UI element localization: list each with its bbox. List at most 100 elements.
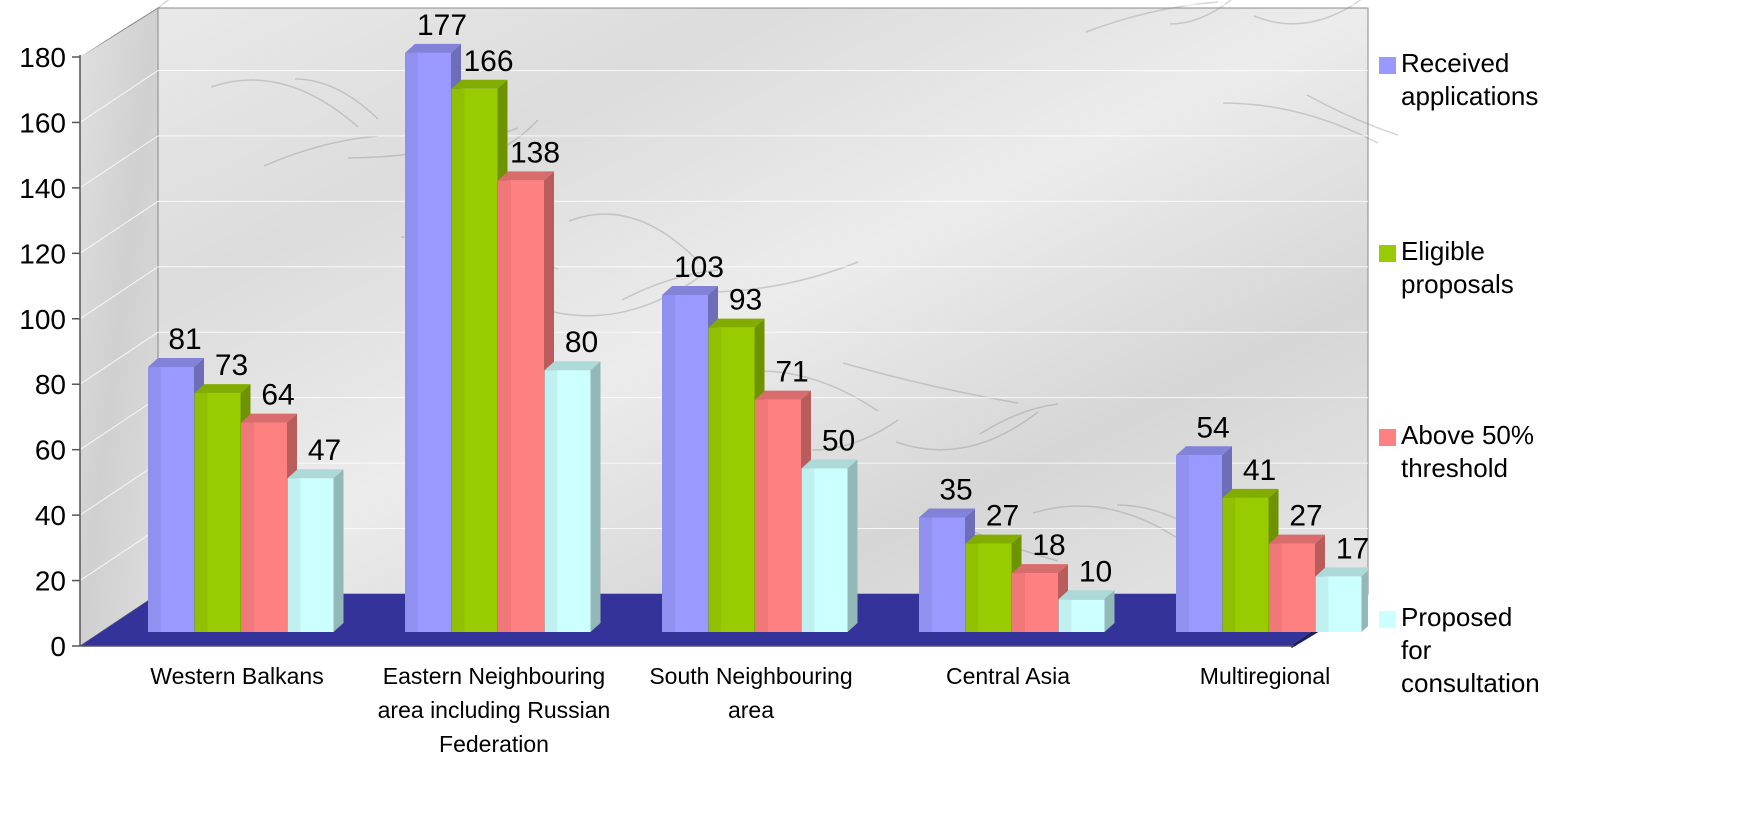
x-category-label-line: area — [728, 697, 774, 723]
bar-side — [847, 459, 858, 632]
bar — [544, 361, 601, 632]
data-label: 81 — [168, 323, 201, 356]
bar-group — [1176, 446, 1368, 632]
data-label: 103 — [674, 251, 724, 284]
marble-vein — [263, 135, 379, 167]
bar-shade — [1012, 573, 1025, 632]
data-label: 177 — [417, 9, 467, 42]
bar-shade — [405, 52, 418, 633]
data-label: 64 — [261, 379, 294, 412]
legend-label: Received applications — [1401, 48, 1538, 111]
legend-label: Proposed for consultation — [1401, 602, 1540, 698]
x-category-label: Eastern Neighbouring area including Russi… — [378, 663, 611, 757]
x-axis: Western Balkans Eastern Neighbouring area … — [80, 645, 1330, 757]
gridline — [79, 70, 159, 123]
bar-top — [1222, 488, 1279, 498]
legend-label-line: for — [1401, 635, 1432, 665]
bar-top — [1176, 446, 1232, 456]
bar — [241, 413, 297, 632]
bar-shade — [1269, 543, 1282, 632]
bar — [287, 469, 344, 632]
y-axis: 0 20 40 60 80 100 120 140 160 180 — [19, 42, 81, 662]
gridline — [79, 528, 159, 581]
bar-top — [662, 285, 718, 295]
gridline — [79, 462, 159, 516]
legend-label-line: applications — [1401, 81, 1538, 111]
bar-shade — [755, 399, 768, 632]
data-label: 166 — [463, 45, 513, 78]
bar — [1058, 590, 1115, 632]
y-tick-label: 140 — [19, 173, 66, 204]
data-label: 47 — [308, 434, 341, 467]
legend-item: Above 50% threshold — [1379, 420, 1534, 483]
y-tick-label: 60 — [35, 435, 66, 466]
data-label: 80 — [565, 326, 598, 359]
marble-vein — [705, 261, 859, 293]
bar-top — [148, 357, 204, 367]
bar-top — [1012, 564, 1068, 574]
bar — [1269, 534, 1325, 632]
marble-vein — [157, 0, 170, 9]
bar-top — [194, 384, 251, 394]
bar-shade — [241, 422, 254, 632]
data-label: 10 — [1079, 555, 1112, 588]
bar-shade — [194, 393, 208, 632]
marble-vein — [568, 213, 699, 262]
legend-label-line: threshold — [1401, 453, 1508, 483]
side-wall — [79, 7, 159, 647]
bar-group — [148, 357, 344, 632]
bar-shade — [662, 294, 675, 632]
gridline — [79, 331, 159, 385]
data-label: 17 — [1336, 532, 1369, 565]
bar-shade — [544, 370, 558, 632]
bar — [1315, 567, 1368, 632]
x-category-label: Central Asia — [946, 663, 1070, 689]
marble-vein — [1253, 0, 1362, 25]
bar-side — [1104, 590, 1115, 632]
bar-shade — [708, 327, 722, 632]
gridline — [79, 135, 159, 189]
bar-top — [451, 79, 508, 89]
legend-item: Proposed for consultation — [1379, 602, 1540, 698]
x-category-label: South Neighbouring area — [649, 663, 852, 723]
marble-vein — [1085, 1, 1219, 33]
y-tick-label: 80 — [35, 369, 66, 400]
bar-top — [1269, 534, 1325, 544]
bar-shade — [919, 517, 932, 632]
bar-shade — [1058, 599, 1072, 632]
marble-vein — [210, 79, 359, 128]
marble-vein — [1169, 0, 1232, 25]
bar-top — [919, 508, 975, 518]
bar-top — [801, 459, 858, 469]
y-tick-label: 180 — [19, 42, 66, 73]
gridline — [79, 266, 159, 320]
gridline — [79, 4, 159, 58]
y-tick-label: 20 — [35, 566, 66, 597]
bar-shade — [965, 543, 979, 632]
bar — [801, 459, 858, 632]
bar-shade — [451, 88, 465, 633]
data-label: 35 — [939, 473, 972, 506]
bar-group — [405, 43, 601, 633]
x-category-label-line: Eastern Neighbouring — [383, 663, 605, 689]
data-label: 41 — [1243, 454, 1276, 487]
y-tick-label: 120 — [19, 238, 66, 269]
x-category-label: Multiregional — [1200, 663, 1330, 689]
legend-item: Received applications — [1379, 48, 1538, 111]
marble-vein — [621, 269, 719, 301]
legend-label-line: Proposed — [1401, 602, 1512, 632]
bar — [1222, 488, 1279, 632]
bar-top — [287, 469, 344, 479]
data-label: 73 — [215, 349, 248, 382]
legend-swatch — [1379, 429, 1396, 446]
x-category-label-line: Western Balkans — [150, 663, 323, 689]
data-label: 138 — [510, 136, 560, 169]
legend-swatch — [1379, 57, 1396, 74]
data-label: 18 — [1032, 529, 1065, 562]
bar-side — [590, 361, 601, 632]
marble-vein — [979, 403, 1059, 435]
y-tick-label: 160 — [19, 107, 66, 138]
bar-top — [755, 390, 811, 400]
marble-vein — [1222, 102, 1379, 144]
